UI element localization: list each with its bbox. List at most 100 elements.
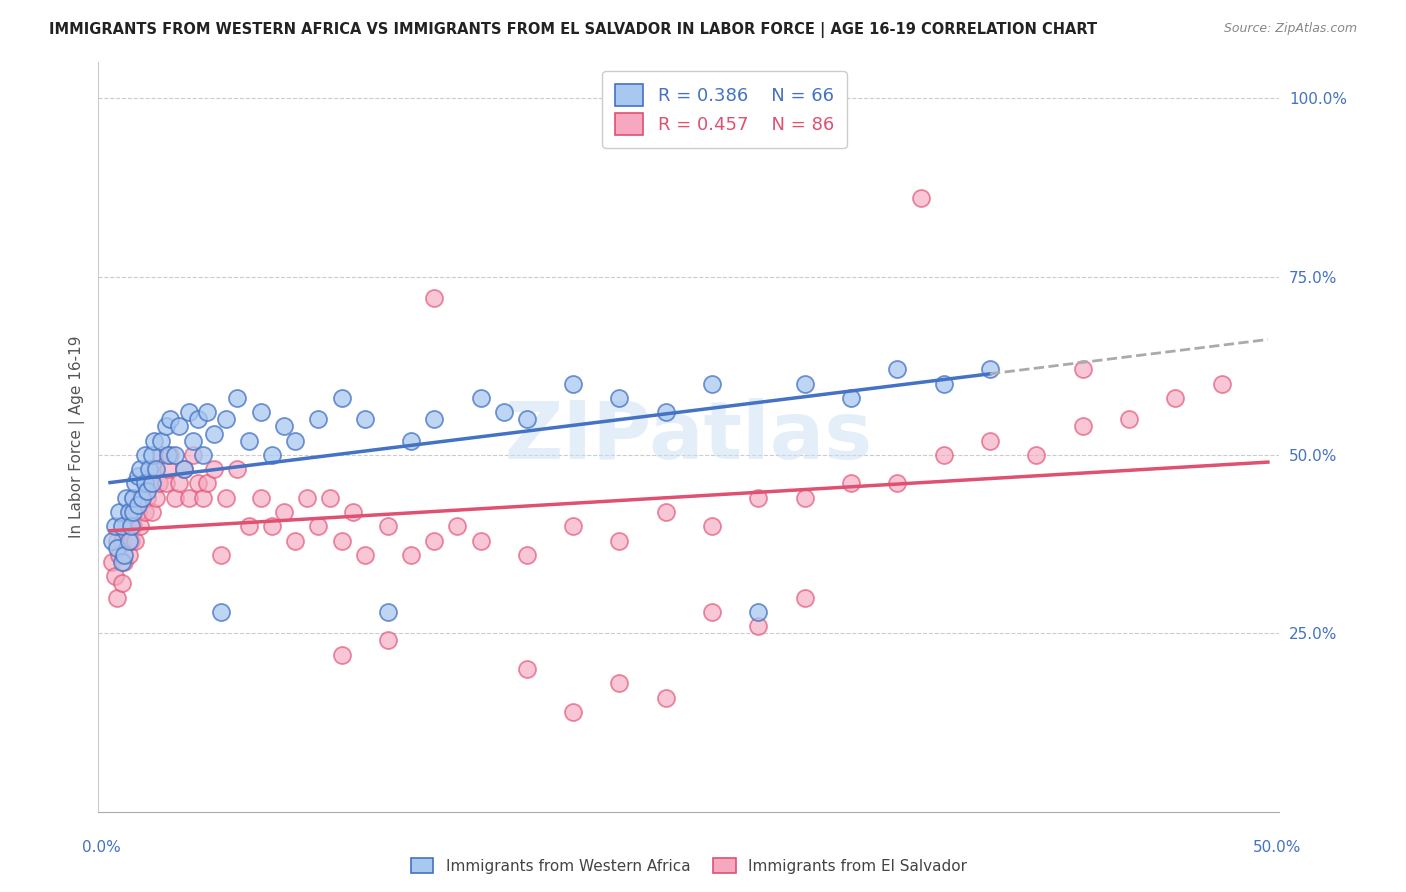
Point bbox=[136, 491, 159, 505]
Point bbox=[145, 462, 167, 476]
Point bbox=[399, 548, 422, 562]
Point bbox=[273, 505, 295, 519]
Point bbox=[423, 533, 446, 548]
Point bbox=[470, 533, 492, 548]
Text: Source: ZipAtlas.com: Source: ZipAtlas.com bbox=[1223, 22, 1357, 36]
Point bbox=[377, 633, 399, 648]
Point bbox=[163, 448, 186, 462]
Point bbox=[1071, 419, 1094, 434]
Point bbox=[112, 548, 135, 562]
Point bbox=[122, 505, 145, 519]
Point bbox=[143, 462, 166, 476]
Point bbox=[148, 476, 170, 491]
Point bbox=[910, 191, 932, 205]
Point bbox=[149, 448, 172, 462]
Point bbox=[226, 462, 249, 476]
Point bbox=[353, 548, 375, 562]
Point bbox=[127, 469, 149, 483]
Point bbox=[319, 491, 342, 505]
Y-axis label: In Labor Force | Age 16-19: In Labor Force | Age 16-19 bbox=[69, 335, 84, 539]
Point bbox=[273, 419, 295, 434]
Point bbox=[839, 476, 862, 491]
Point bbox=[122, 491, 145, 505]
Point bbox=[700, 376, 723, 391]
Point bbox=[115, 491, 138, 505]
Point bbox=[117, 505, 139, 519]
Point bbox=[562, 519, 585, 533]
Point bbox=[215, 412, 238, 426]
Point bbox=[609, 533, 631, 548]
Point bbox=[108, 548, 131, 562]
Point bbox=[793, 376, 815, 391]
Point bbox=[516, 662, 538, 676]
Point bbox=[105, 533, 128, 548]
Point bbox=[238, 519, 260, 533]
Text: IMMIGRANTS FROM WESTERN AFRICA VS IMMIGRANTS FROM EL SALVADOR IN LABOR FORCE | A: IMMIGRANTS FROM WESTERN AFRICA VS IMMIGR… bbox=[49, 22, 1097, 38]
Point bbox=[191, 448, 214, 462]
Point bbox=[307, 412, 329, 426]
Point bbox=[209, 605, 232, 619]
Text: ZIPatlas: ZIPatlas bbox=[505, 398, 873, 476]
Point bbox=[173, 462, 195, 476]
Point bbox=[423, 291, 446, 305]
Point bbox=[1118, 412, 1140, 426]
Point bbox=[215, 491, 238, 505]
Point bbox=[1071, 362, 1094, 376]
Point bbox=[516, 548, 538, 562]
Point bbox=[105, 541, 128, 555]
Point bbox=[330, 391, 353, 405]
Point bbox=[307, 519, 329, 533]
Point bbox=[191, 491, 214, 505]
Point bbox=[1164, 391, 1187, 405]
Point bbox=[101, 555, 124, 569]
Point bbox=[141, 476, 163, 491]
Point bbox=[655, 405, 678, 419]
Point bbox=[238, 434, 260, 448]
Point bbox=[195, 476, 218, 491]
Point bbox=[136, 483, 159, 498]
Point bbox=[138, 476, 160, 491]
Point bbox=[886, 362, 908, 376]
Point bbox=[131, 491, 153, 505]
Point bbox=[793, 491, 815, 505]
Point bbox=[112, 555, 135, 569]
Point bbox=[127, 505, 149, 519]
Point bbox=[159, 412, 181, 426]
Point bbox=[932, 448, 955, 462]
Point bbox=[143, 434, 166, 448]
Point bbox=[127, 498, 149, 512]
Point bbox=[700, 519, 723, 533]
Point bbox=[330, 648, 353, 662]
Point bbox=[423, 412, 446, 426]
Point bbox=[110, 533, 132, 548]
Point bbox=[169, 419, 191, 434]
Point bbox=[110, 555, 132, 569]
Point bbox=[122, 519, 145, 533]
Point bbox=[793, 591, 815, 605]
Point bbox=[249, 405, 271, 419]
Point bbox=[134, 505, 156, 519]
Point bbox=[141, 505, 163, 519]
Point bbox=[284, 434, 307, 448]
Point bbox=[169, 476, 191, 491]
Point bbox=[330, 533, 353, 548]
Point bbox=[134, 476, 156, 491]
Point bbox=[110, 576, 132, 591]
Point bbox=[173, 462, 195, 476]
Point bbox=[516, 412, 538, 426]
Point bbox=[134, 476, 156, 491]
Point bbox=[979, 362, 1001, 376]
Point bbox=[377, 605, 399, 619]
Point bbox=[655, 690, 678, 705]
Point bbox=[886, 476, 908, 491]
Point bbox=[129, 519, 152, 533]
Point bbox=[249, 491, 271, 505]
Point bbox=[262, 448, 284, 462]
Point bbox=[262, 519, 284, 533]
Point bbox=[177, 491, 200, 505]
Point bbox=[202, 426, 225, 441]
Point bbox=[747, 491, 769, 505]
Text: 50.0%: 50.0% bbox=[1253, 840, 1301, 855]
Point bbox=[195, 405, 218, 419]
Point bbox=[284, 533, 307, 548]
